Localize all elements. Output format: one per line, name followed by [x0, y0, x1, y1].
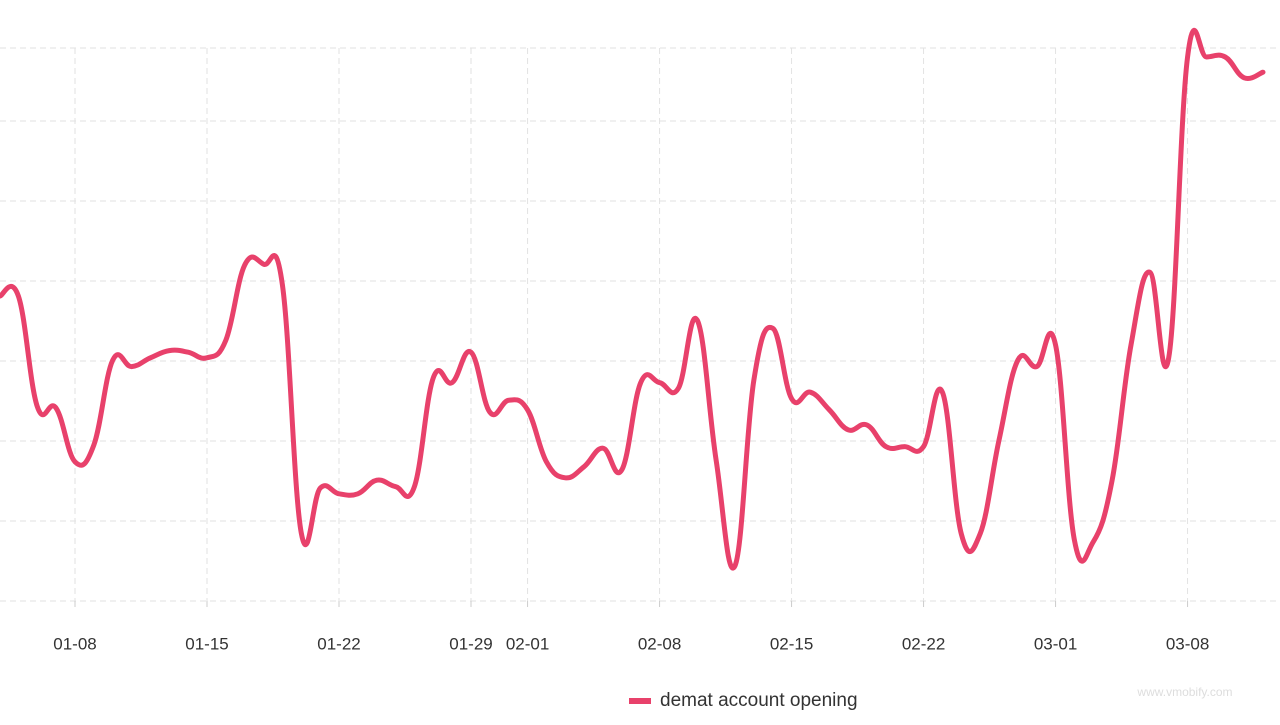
x-tick-label: 02-08	[638, 634, 681, 653]
x-tick-label: 02-01	[506, 634, 549, 653]
x-tick-label: 01-15	[185, 634, 228, 653]
x-tick-label: 02-22	[902, 634, 945, 653]
grid	[0, 47, 1280, 602]
x-tick-label: 03-01	[1034, 634, 1077, 653]
x-tick-label: 01-29	[449, 634, 492, 653]
watermark: www.vmobify.com	[1136, 685, 1232, 699]
line	[0, 27, 1266, 571]
x-tick-label: 01-08	[53, 634, 96, 653]
legend-label: demat account opening	[660, 690, 858, 711]
x-tick-label: 01-22	[317, 634, 360, 653]
x-tick-label: 02-15	[770, 634, 813, 653]
x-tick-label: 03-08	[1166, 634, 1209, 653]
